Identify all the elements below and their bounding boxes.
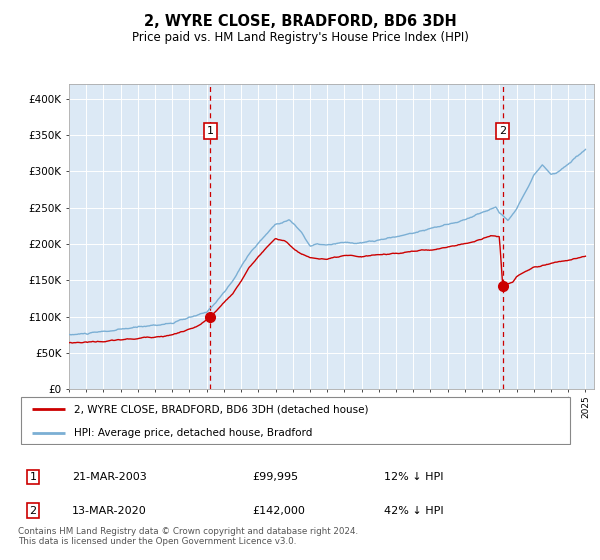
- Text: £142,000: £142,000: [252, 506, 305, 516]
- Text: Contains HM Land Registry data © Crown copyright and database right 2024.
This d: Contains HM Land Registry data © Crown c…: [18, 526, 358, 546]
- Text: 2: 2: [29, 506, 37, 516]
- Text: HPI: Average price, detached house, Bradford: HPI: Average price, detached house, Brad…: [74, 428, 312, 438]
- Text: 2, WYRE CLOSE, BRADFORD, BD6 3DH: 2, WYRE CLOSE, BRADFORD, BD6 3DH: [143, 14, 457, 29]
- Text: 12% ↓ HPI: 12% ↓ HPI: [384, 472, 443, 482]
- Text: 1: 1: [207, 126, 214, 136]
- Text: 42% ↓ HPI: 42% ↓ HPI: [384, 506, 443, 516]
- FancyBboxPatch shape: [21, 397, 571, 444]
- Text: Price paid vs. HM Land Registry's House Price Index (HPI): Price paid vs. HM Land Registry's House …: [131, 31, 469, 44]
- Text: 21-MAR-2003: 21-MAR-2003: [72, 472, 147, 482]
- Text: 1: 1: [29, 472, 37, 482]
- Text: 13-MAR-2020: 13-MAR-2020: [72, 506, 147, 516]
- Text: £99,995: £99,995: [252, 472, 298, 482]
- Text: 2, WYRE CLOSE, BRADFORD, BD6 3DH (detached house): 2, WYRE CLOSE, BRADFORD, BD6 3DH (detach…: [74, 404, 368, 414]
- Text: 2: 2: [499, 126, 506, 136]
